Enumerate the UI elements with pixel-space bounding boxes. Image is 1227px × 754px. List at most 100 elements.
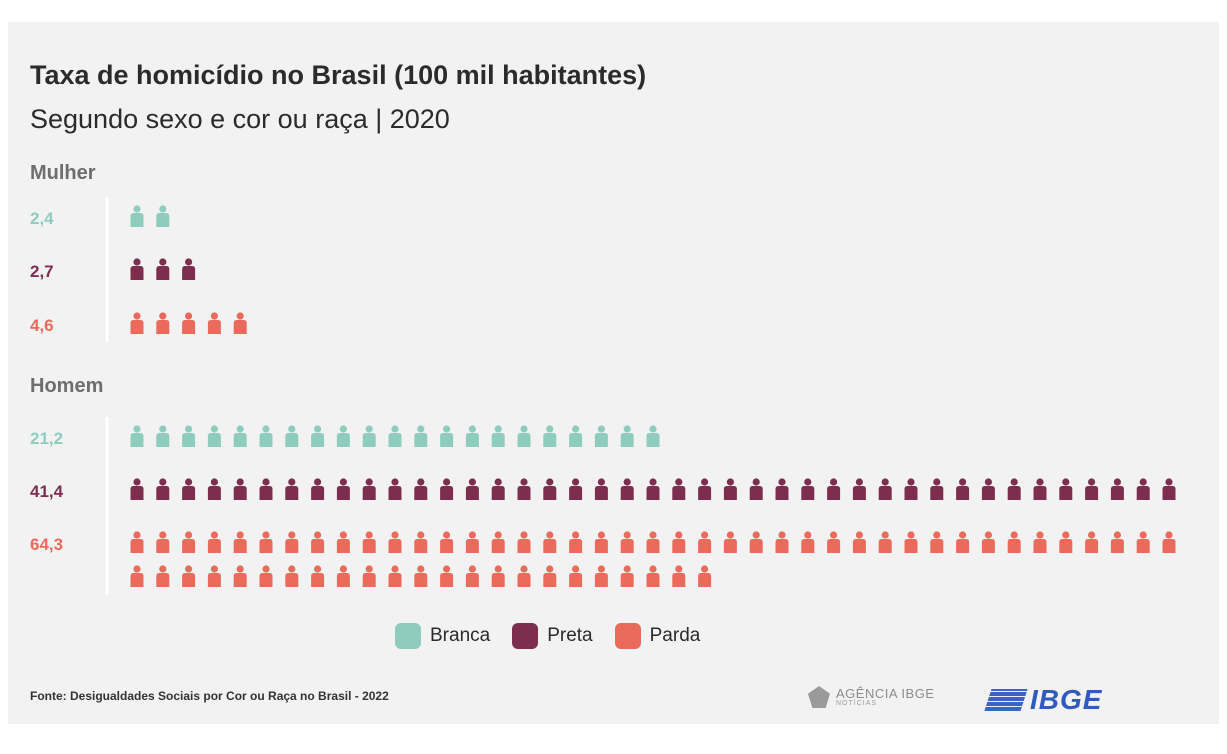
person-icon-head (572, 478, 580, 486)
person-icon-head (1139, 478, 1147, 486)
person-icon-body (981, 539, 995, 553)
legend-swatch-parda (614, 623, 641, 649)
person-icon-head (417, 478, 425, 486)
person-icon-head (288, 531, 296, 539)
person-icon-body (311, 573, 325, 587)
person-icon-preta (904, 478, 918, 500)
person-icon-body (723, 539, 737, 553)
person-icon-parda (259, 565, 273, 587)
person-icon-head (159, 312, 167, 320)
person-icon-preta (1033, 478, 1047, 500)
person-icon-body (904, 539, 918, 553)
person-icon-parda (259, 531, 273, 553)
person-icon-head (1036, 531, 1044, 539)
person-icon-body (207, 320, 221, 334)
person-icon-parda (517, 565, 531, 587)
brazil-map-icon (808, 686, 830, 708)
person-icon-head (339, 478, 347, 486)
legend: Branca Preta Parda (395, 623, 700, 649)
value-label-mulher-preta: 2,7 (30, 262, 54, 281)
person-icon-body (517, 539, 531, 553)
person-icon-body (594, 486, 608, 500)
person-icon-body (362, 486, 376, 500)
person-icon-parda (156, 531, 170, 553)
person-icon-head (339, 425, 347, 433)
person-icon-body (646, 539, 660, 553)
person-icon-preta (388, 478, 402, 500)
person-icon-parda (852, 531, 866, 553)
person-icon-body (388, 573, 402, 587)
person-icon-body (620, 573, 634, 587)
person-icon-preta (517, 478, 531, 500)
person-icon-preta (930, 478, 944, 500)
person-icon-body (362, 539, 376, 553)
person-icon-head (417, 425, 425, 433)
person-icon-preta (749, 478, 763, 500)
person-icon-body (156, 486, 170, 500)
person-icon-head (236, 312, 244, 320)
person-icon-parda (491, 565, 505, 587)
person-icon-body (775, 486, 789, 500)
person-icon-head (597, 565, 606, 573)
person-icon-parda (543, 565, 557, 587)
person-icon-head (649, 565, 657, 573)
person-icon-body (801, 486, 815, 500)
person-icon-head (236, 478, 244, 486)
person-icon-body (156, 320, 170, 334)
person-icon-head (546, 478, 554, 486)
person-icon-head (468, 478, 476, 486)
person-icon-body (981, 486, 995, 500)
person-icon-body (646, 433, 660, 447)
person-icon-head (572, 425, 580, 433)
person-icon-head (907, 531, 915, 539)
person-icon-body (594, 539, 608, 553)
person-icon-body (827, 486, 841, 500)
person-icon-parda (594, 565, 608, 587)
chart-subtitle: Segundo sexo e cor ou raça | 2020 (30, 104, 450, 134)
person-icon-head (159, 478, 167, 486)
person-icon-head (649, 425, 657, 433)
ibge-wordmark: IBGE (1030, 684, 1103, 715)
person-icon-parda (1007, 531, 1021, 553)
person-icon-preta (182, 478, 196, 500)
person-icon-branca (182, 425, 196, 447)
person-icon-head (133, 312, 141, 320)
person-icon-parda (130, 531, 144, 553)
person-icon-body (569, 486, 583, 500)
person-icon-parda (233, 565, 247, 587)
person-icon-branca (311, 425, 325, 447)
person-icon-head (494, 425, 502, 433)
person-icon-parda (956, 531, 970, 553)
person-icon-branca (362, 425, 376, 447)
legend-label-parda: Parda (649, 625, 701, 646)
person-icon-head (262, 531, 270, 539)
person-icon-parda (440, 565, 454, 587)
person-icon-branca (233, 425, 247, 447)
person-icon-parda (414, 531, 428, 553)
person-icon-body (491, 539, 505, 553)
person-icon-body (543, 539, 557, 553)
person-icon-head (133, 478, 141, 486)
person-icon-body (569, 433, 583, 447)
person-icon-parda (388, 565, 402, 587)
person-icon-branca (388, 425, 402, 447)
person-icon-preta (259, 478, 273, 500)
chart-title: Taxa de homicídio no Brasil (100 mil hab… (30, 60, 647, 90)
person-icon-head (546, 425, 554, 433)
person-icon-head (210, 531, 218, 539)
person-icon-body (156, 213, 170, 227)
person-icon-body (440, 573, 454, 587)
person-icon-head (520, 478, 528, 486)
person-icon-body (749, 486, 763, 500)
person-icon-preta (775, 478, 789, 500)
person-icon-head (804, 478, 812, 486)
person-icon-head (649, 531, 657, 539)
person-icon-preta (981, 478, 995, 500)
person-icon-parda (1059, 531, 1073, 553)
person-icon-parda (491, 531, 505, 553)
person-icon-head (391, 478, 399, 486)
person-icon-body (775, 539, 789, 553)
person-icon-parda (930, 531, 944, 553)
person-icon-head (520, 425, 528, 433)
person-icon-head (159, 565, 167, 573)
